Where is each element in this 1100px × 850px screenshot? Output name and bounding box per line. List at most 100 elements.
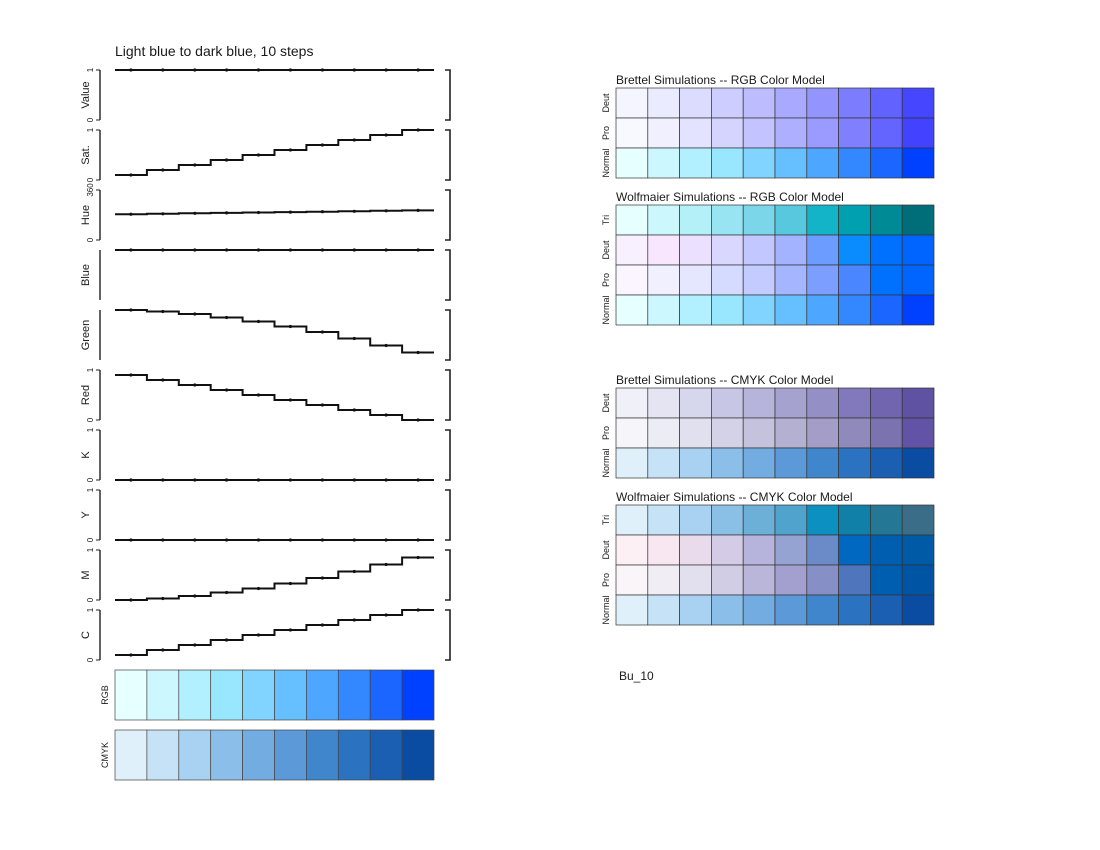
step-point — [416, 350, 420, 355]
simulation-row-label: Pro — [601, 573, 611, 587]
swatch — [870, 87, 903, 119]
swatch — [711, 417, 744, 449]
right-bracket — [445, 249, 451, 301]
swatch — [679, 564, 712, 596]
swatch — [647, 387, 680, 419]
panel-c: 0 1 C — [80, 607, 451, 662]
simulation-row-label: Deut — [601, 93, 611, 113]
panel-sat: 0 1 Sat. — [80, 127, 451, 182]
swatch — [838, 204, 871, 236]
step-point — [193, 383, 197, 387]
step-line — [115, 374, 434, 421]
swatch — [679, 87, 712, 119]
step-point — [320, 248, 324, 252]
swatch — [742, 594, 776, 626]
swatch — [647, 264, 680, 296]
step-point — [352, 138, 356, 142]
swatch — [615, 204, 649, 236]
step-point — [256, 538, 261, 542]
swatch — [615, 417, 649, 449]
step-point — [384, 413, 388, 417]
swatch — [615, 147, 649, 179]
right-bracket — [445, 129, 451, 181]
swatch — [369, 729, 403, 781]
swatch — [901, 447, 935, 479]
simulation-row-tri: Tri — [601, 504, 935, 536]
component-panels: 01Value01Sat.0360HueBlueGreen01Red01K01Y… — [80, 67, 451, 662]
swatch — [774, 234, 808, 266]
simulation-row-normal: Normal — [601, 147, 935, 179]
step-point — [320, 576, 324, 580]
step-point — [384, 68, 388, 72]
swatch-row-label: RGB — [100, 685, 110, 705]
panel-value: 0 1 Value — [80, 67, 451, 122]
swatch — [870, 417, 903, 449]
step-point — [225, 590, 229, 595]
step-point — [225, 388, 229, 392]
swatch — [146, 729, 180, 781]
step-point — [416, 608, 420, 612]
swatch — [774, 87, 808, 119]
step-point — [161, 596, 165, 601]
step-point — [416, 68, 420, 72]
step-point — [352, 336, 356, 341]
swatch — [901, 504, 935, 536]
swatch — [806, 594, 839, 626]
palette-swatch-rows: RGB CMYK — [100, 669, 435, 781]
swatch — [806, 147, 839, 179]
panel-k: 0 1 K — [80, 427, 451, 482]
swatch — [615, 264, 649, 296]
swatch — [615, 534, 649, 566]
step-point — [193, 478, 197, 482]
y-tick-label: 1 — [86, 67, 95, 72]
step-point — [161, 168, 165, 172]
swatch — [901, 234, 935, 266]
simulation-title: Wolfmaier Simulations -- CMYK Color Mode… — [616, 490, 853, 504]
swatch — [615, 594, 649, 626]
step-point — [352, 209, 356, 213]
simulation-row-normal: Normal — [601, 594, 935, 626]
swatch — [615, 234, 649, 266]
y-tick-label: 360 — [86, 183, 95, 197]
y-tick-label: 1 — [86, 127, 95, 132]
step-point — [384, 478, 388, 482]
swatch — [774, 417, 808, 449]
right-bracket — [445, 69, 451, 121]
swatch — [369, 669, 403, 721]
swatch — [679, 594, 712, 626]
swatch — [711, 534, 744, 566]
step-point — [384, 562, 388, 567]
simulation-row-label: Deut — [601, 393, 611, 413]
swatch — [178, 729, 212, 781]
swatch — [806, 264, 839, 296]
step-point — [193, 68, 197, 72]
swatch — [742, 234, 776, 266]
simulation-row-label: Normal — [601, 295, 611, 324]
panel-hue: 0 360 Hue — [80, 183, 451, 242]
swatch — [870, 234, 903, 266]
swatch — [679, 264, 712, 296]
swatch — [615, 387, 649, 419]
simulation-row-label: Pro — [601, 273, 611, 287]
swatch — [337, 729, 371, 781]
step-point — [256, 393, 261, 397]
swatch — [615, 447, 649, 479]
swatch — [742, 87, 776, 119]
y-tick-label: 0 — [86, 597, 95, 602]
swatch — [711, 294, 744, 326]
swatch — [901, 147, 935, 179]
step-point — [384, 248, 388, 252]
step-point — [193, 163, 197, 167]
swatch — [647, 504, 680, 536]
panel-y: 0 1 Y — [80, 487, 451, 542]
swatch — [742, 147, 776, 179]
step-line — [115, 129, 434, 176]
swatch — [774, 564, 808, 596]
step-point — [320, 68, 324, 72]
step-point — [352, 248, 356, 252]
swatch — [774, 117, 808, 149]
step-point — [129, 308, 133, 312]
step-point — [256, 478, 261, 482]
swatch — [679, 204, 712, 236]
step-point — [256, 586, 261, 591]
